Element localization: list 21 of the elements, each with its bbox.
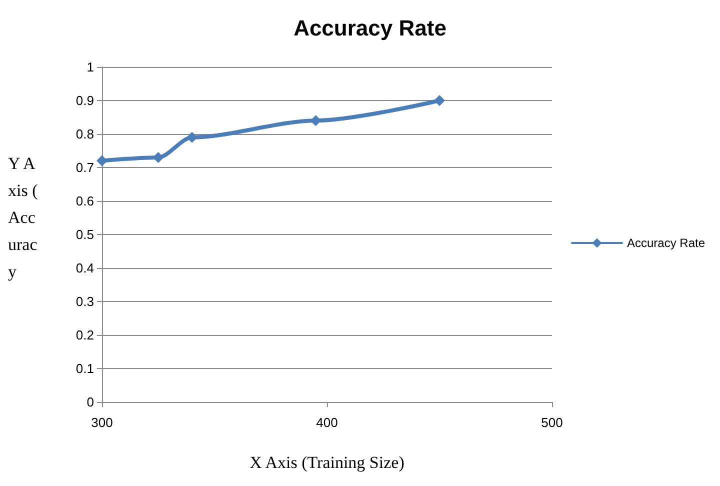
- y-tick-label: 0: [86, 394, 94, 410]
- point: [96, 155, 108, 166]
- point: [434, 95, 445, 106]
- chart-title: Accuracy Rate: [294, 16, 446, 40]
- x-tick-label: 300: [91, 415, 113, 430]
- x-tick-label: 500: [541, 415, 563, 430]
- y-tick-label: 0.4: [76, 260, 94, 276]
- y-tick-label: 1: [86, 60, 94, 74]
- y-tick-label: 0.7: [76, 160, 94, 175]
- y-tick-label: 0.3: [76, 294, 94, 309]
- y-tick-label: 0.2: [76, 328, 94, 342]
- y-tick-label: 0.6: [76, 194, 94, 208]
- x-tick-label: 400: [316, 415, 338, 430]
- y-tick-label: 0.8: [76, 126, 94, 142]
- x-axis-title: X Axis (Training Size): [250, 453, 404, 472]
- y-tick-label: 0.5: [76, 227, 94, 242]
- legend-label: Accuracy Rate: [626, 236, 706, 250]
- y-axis-title: Y Axis (Accuracy: [8, 154, 38, 281]
- point: [186, 132, 198, 143]
- y-tick-label: 0.1: [76, 361, 94, 376]
- y-tick-label: 0.9: [76, 93, 94, 108]
